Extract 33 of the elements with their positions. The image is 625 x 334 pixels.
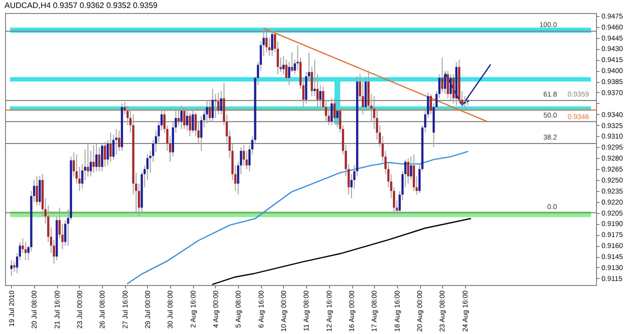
candlestick xyxy=(333,98,336,124)
candlestick xyxy=(95,143,98,172)
candlestick xyxy=(446,70,449,99)
candlestick xyxy=(296,44,299,72)
candlestick xyxy=(206,99,208,124)
candlestick xyxy=(217,92,220,115)
candlestick xyxy=(452,74,455,104)
candlestick xyxy=(314,59,316,97)
line-series xyxy=(212,218,472,285)
candlestick xyxy=(319,84,322,110)
candlestick xyxy=(98,146,100,172)
candlestick xyxy=(192,110,194,134)
candlestick xyxy=(186,110,188,131)
candlestick xyxy=(450,74,452,100)
candlestick xyxy=(118,130,120,152)
candlestick xyxy=(36,176,38,206)
candlestick xyxy=(110,132,112,162)
candlestick xyxy=(285,59,288,82)
candlestick xyxy=(183,106,186,130)
candlestick xyxy=(410,156,412,180)
candlestick xyxy=(412,154,415,192)
candlestick xyxy=(265,32,268,53)
chart-title: AUDCAD,H4 0.9357 0.9362 0.9352 0.9359 xyxy=(4,0,158,10)
candlestick xyxy=(104,142,106,168)
candlestick xyxy=(101,143,104,172)
line-series xyxy=(127,150,468,284)
candlestick xyxy=(180,105,183,130)
candlestick xyxy=(188,112,192,137)
candlestick xyxy=(407,158,410,184)
candlestick xyxy=(212,88,214,122)
candlestick xyxy=(242,144,245,166)
candlestick xyxy=(330,98,333,126)
candlestick xyxy=(271,30,274,57)
